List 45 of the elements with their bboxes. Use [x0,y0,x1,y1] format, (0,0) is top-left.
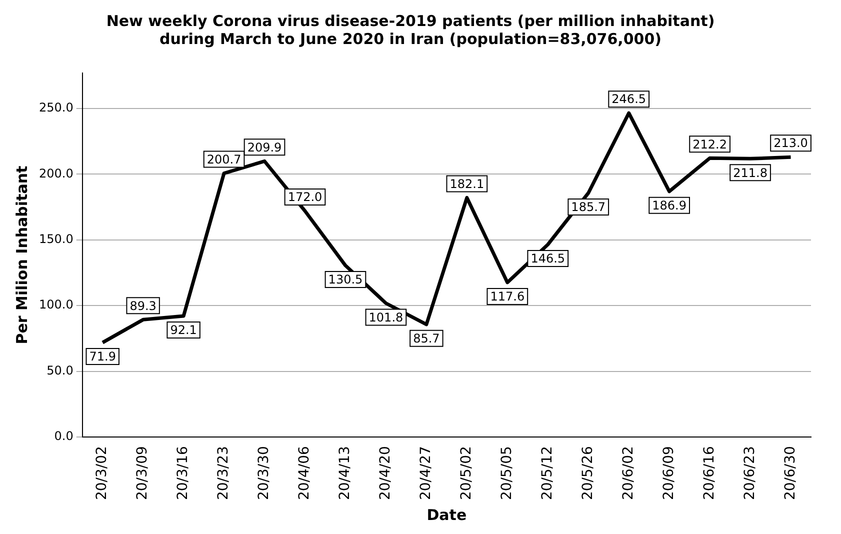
data-label: 185.7 [571,200,606,214]
x-tick-label: 20/3/09 [134,446,151,500]
x-tick-label: 20/6/23 [742,446,758,500]
x-tick-label: 20/5/02 [458,446,475,500]
data-label: 213.0 [774,136,808,150]
data-label: 212.2 [692,137,727,152]
x-tick-label: 20/3/16 [175,446,192,500]
x-tick-label: 20/4/27 [418,446,434,500]
x-tick-label: 20/5/12 [540,446,556,500]
data-label: 200.7 [206,152,242,166]
x-tick-label: 20/6/09 [660,446,677,500]
data-label: 246.5 [612,92,646,106]
y-axis-title: Per Milion Inhabitant [12,166,31,344]
data-label: 71.9 [89,350,116,364]
data-label: 92.1 [170,323,197,338]
y-tick-label: 150.0 [38,232,74,246]
x-tick-label: 20/4/06 [296,446,313,500]
x-tick-label: 20/6/30 [782,446,798,500]
data-label: 146.5 [530,252,566,266]
data-label: 186.9 [652,198,686,213]
chart-title: New weekly Corona virus disease-2019 patients (per million inhabitant) during March to June 2020 in Iran (population=83,076,000) [106,12,715,48]
data-label: 85.7 [413,332,440,346]
x-tick-label: 20/3/02 [94,446,110,500]
x-tick-label: 20/5/05 [499,446,516,500]
y-tick-label: 0.0 [54,429,74,444]
data-label: 211.8 [733,166,768,180]
x-tick-label: 20/5/26 [580,446,596,500]
data-label: 89.3 [130,298,156,313]
x-tick-label: 20/6/16 [701,446,718,500]
data-label: 182.1 [450,176,484,191]
x-axis-title: Date [426,506,467,524]
y-tick-label: 200.0 [38,166,74,180]
x-tick-label: 20/3/30 [256,446,272,500]
x-tick-label: 20/4/13 [337,446,354,500]
y-tick-label: 250.0 [38,100,74,115]
data-label: 209.9 [247,140,282,154]
x-tick-label: 20/4/20 [378,446,394,500]
x-tick-label: 20/6/02 [620,446,636,500]
data-label: 101.8 [368,310,404,324]
data-label: 117.6 [490,290,525,304]
y-tick-label: 100.0 [38,298,74,312]
data-label: 172.0 [288,190,322,204]
y-tick-label: 50.0 [46,363,74,378]
data-label: 130.5 [328,272,363,287]
x-tick-label: 20/3/23 [216,446,232,500]
